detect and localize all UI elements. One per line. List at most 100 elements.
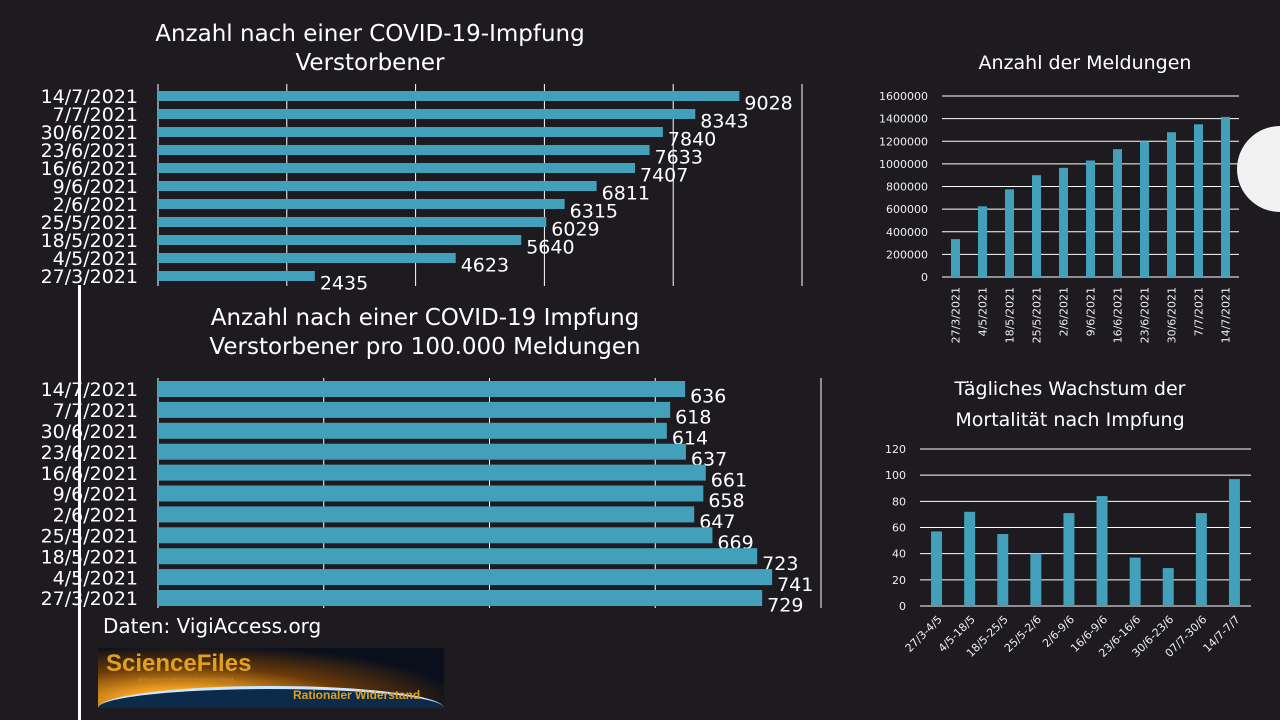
chart2-category-label: 23/6/2021	[41, 442, 138, 464]
chart1-data-label: 2435	[320, 273, 368, 295]
chart2-bar	[158, 548, 758, 565]
chart1-category-label: 7/7/2021	[53, 104, 138, 126]
chart4-bar	[964, 511, 976, 606]
chart2-category-label: 30/6/2021	[41, 421, 138, 443]
logo-name: ScienceFiles	[106, 650, 252, 677]
chart2-data-label: 618	[675, 407, 711, 429]
chart4-title: Tägliches Wachstum der Mortalität nach I…	[880, 374, 1260, 436]
chart3-ytick-label: 400000	[886, 226, 928, 239]
chart1-category-label: 23/6/2021	[41, 140, 138, 162]
chart2-bar	[158, 590, 763, 606]
chart3-bar	[1221, 116, 1230, 277]
chart2-bar	[158, 443, 686, 460]
chart1-data-label: 7633	[655, 147, 703, 169]
chart4-bar	[1063, 513, 1075, 606]
chart3-bar	[1005, 189, 1014, 277]
chart1-category-label: 16/6/2021	[41, 158, 138, 180]
chart4-ytick-label: 40	[892, 548, 906, 561]
sciencefiles-logo: ScienceFiles Wissenschaftlicher Goldstan…	[98, 648, 444, 708]
chart1-data-label: 4623	[461, 255, 509, 277]
chart1-bar	[158, 181, 597, 191]
chart1-category-label: 25/5/2021	[41, 212, 138, 234]
chart2-title-line2: Verstorbener pro 100.000 Meldungen	[209, 334, 641, 360]
chart2-category-label: 18/5/2021	[41, 546, 138, 568]
chart1-category-label: 9/6/2021	[53, 176, 138, 198]
data-source: Daten: VigiAccess.org	[103, 614, 322, 638]
chart4-ytick-label: 120	[885, 443, 906, 456]
chart1-category-label: 27/3/2021	[41, 266, 138, 288]
chart3-xtick-label: 23/6/2021	[1139, 287, 1152, 343]
chart2-bar	[158, 506, 695, 523]
chart3-title: Anzahl der Meldungen	[978, 52, 1192, 74]
chart3-bar	[1113, 149, 1122, 277]
chart3-xtick-label: 30/6/2021	[1166, 287, 1179, 343]
chart2-category-label: 14/7/2021	[41, 379, 138, 401]
chart1-title-line1: Anzahl nach einer COVID-19-Impfung	[155, 21, 585, 47]
chart2-category-label: 2/6/2021	[53, 505, 138, 527]
chart3-ytick-label: 1200000	[879, 135, 928, 148]
chart1-data-label: 7407	[640, 165, 688, 187]
chart3-ytick-label: 1600000	[879, 90, 928, 103]
chart3-xtick-label: 7/7/2021	[1193, 287, 1206, 336]
chart1-category-label: 30/6/2021	[41, 122, 138, 144]
chart4-title-line2: Mortalität nach Impfung	[955, 409, 1185, 431]
chart2-category-label: 4/5/2021	[53, 567, 138, 589]
chart4-bar	[1129, 557, 1141, 606]
chart3-xtick-label: 9/6/2021	[1085, 287, 1098, 336]
chart3-ytick-label: 1400000	[879, 113, 928, 126]
chart1-bar	[158, 199, 565, 209]
chart2-category-label: 9/6/2021	[53, 484, 138, 506]
chart3-xtick-label: 2/6/2021	[1058, 287, 1071, 336]
logo-earth-arc	[98, 686, 444, 708]
chart1-bar	[158, 271, 315, 281]
chart1-bar	[158, 253, 456, 263]
chart1-data-label: 6315	[570, 201, 618, 223]
chart3-ytick-label: 1000000	[879, 158, 928, 171]
chart3-bar	[1194, 124, 1203, 277]
chart2-bar	[158, 485, 704, 502]
chart3-bar	[1140, 141, 1149, 277]
chart3-bar	[1059, 167, 1068, 277]
chart4-xtick-label: 14/7-7/7	[1201, 613, 1243, 655]
chart2-data-label: 729	[767, 595, 803, 617]
chart1-bar	[158, 235, 522, 245]
divider-line	[78, 285, 81, 720]
chart2-bar	[158, 381, 686, 397]
logo-slogan: Rationaler Widerstand	[293, 688, 421, 702]
chart1-data-label: 7840	[668, 129, 716, 151]
chart1-bar	[158, 145, 650, 155]
chart2-bar	[158, 527, 713, 544]
chart1-title-line2: Verstorbener	[295, 50, 445, 76]
chart2-data-label: 658	[708, 490, 744, 512]
chart3-bar	[1032, 175, 1041, 277]
chart2-bar	[158, 422, 667, 439]
chart1-bar	[158, 163, 636, 173]
chart2-category-label: 27/3/2021	[41, 588, 138, 610]
chart3-ytick-label: 800000	[886, 181, 928, 194]
chart3-ytick-label: 600000	[886, 203, 928, 216]
chart1-data-label: 6029	[551, 219, 599, 241]
chart2-data-label: 661	[711, 469, 747, 491]
chart4-bar	[931, 531, 943, 606]
chart1-category-label: 14/7/2021	[41, 86, 138, 108]
chart1-data-label: 6811	[602, 183, 650, 205]
chart4-xtick-label: 25/5-2/6	[1002, 613, 1044, 655]
chart1-data-label: 9028	[744, 93, 792, 115]
chart4-title-line1: Tägliches Wachstum der	[954, 378, 1186, 400]
chart2-bar	[158, 464, 706, 481]
chart2-bar	[158, 401, 671, 418]
chart3-xtick-label: 25/5/2021	[1031, 287, 1044, 343]
chart4-ytick-label: 100	[885, 469, 906, 482]
chart2-data-label: 741	[777, 574, 813, 596]
chart2-title-line1: Anzahl nach einer COVID-19 Impfung	[210, 305, 640, 331]
chart4-ytick-label: 0	[899, 600, 906, 613]
chart2-category-label: 7/7/2021	[53, 400, 138, 422]
chart1-bar	[158, 217, 547, 227]
chart3-xtick-label: 27/3/2021	[950, 287, 963, 343]
chart1-bar	[158, 91, 740, 101]
chart4-ytick-label: 80	[892, 495, 906, 508]
chart2-category-label: 25/5/2021	[41, 526, 138, 548]
chart3-bar	[1086, 160, 1095, 277]
chart1-title: Anzahl nach einer COVID-19-Impfung Verst…	[80, 20, 660, 78]
